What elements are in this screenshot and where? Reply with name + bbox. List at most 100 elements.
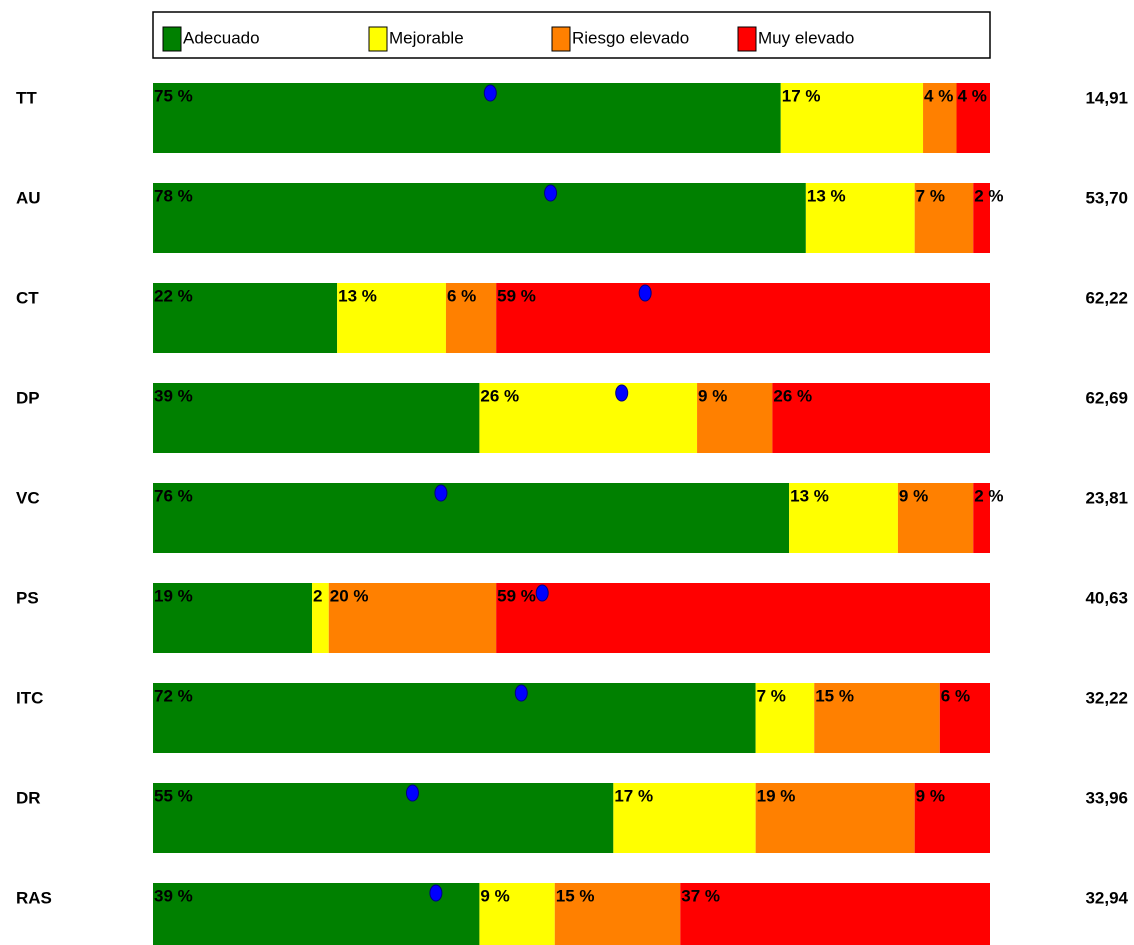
value-label: 2 % [974,186,1003,205]
marker [615,384,629,402]
bar-segment [914,783,990,853]
value-label: 15 % [815,686,854,705]
bar-segment [496,583,990,653]
bar-segment [956,83,990,153]
score-label: 32,22 [1085,688,1128,707]
bar-segment [680,883,990,945]
y-tick-label: ITC [16,688,43,707]
bar-segment [479,383,698,453]
bar-segment [153,483,790,553]
bar-segment [814,683,940,753]
bar-segment [153,883,480,945]
bar-segment [613,783,756,853]
value-label: 22 % [154,286,193,305]
legend-swatch [162,26,182,52]
value-label: 6 % [447,286,476,305]
bar-segment [755,683,815,753]
value-label: 9 % [899,486,928,505]
bar-segment [939,683,990,753]
value-label: 26 % [480,386,519,405]
bar-segment [153,183,806,253]
value-label: 4 % [958,86,987,105]
value-label: 59 % [497,586,536,605]
bar-segment [153,583,313,653]
value-label: 59 % [497,286,536,305]
value-label: 9 % [698,386,727,405]
value-label: 7 % [916,186,945,205]
marker [514,684,528,702]
value-label: 55 % [154,786,193,805]
value-label: 2 [313,586,322,605]
marker [638,284,652,302]
y-tick-label: TT [16,88,37,107]
value-label: 19 % [757,786,796,805]
legend-label: Mejorable [389,28,464,47]
marker [535,584,549,602]
bar-segment [328,583,497,653]
legend-box [152,11,991,59]
y-tick-label: RAS [16,888,52,907]
marker [483,84,497,102]
value-label: 15 % [556,886,595,905]
value-label: 19 % [154,586,193,605]
score-label: 14,91 [1085,88,1128,107]
y-tick-label: PS [16,588,39,607]
legend-swatch [551,26,571,52]
value-label: 72 % [154,686,193,705]
bar-segment [805,183,915,253]
marker [429,884,443,902]
bar-segment [914,183,974,253]
y-tick-label: DR [16,788,41,807]
value-label: 9 % [916,786,945,805]
value-label: 13 % [807,186,846,205]
legend-label: Adecuado [183,28,260,47]
y-tick-label: VC [16,488,40,507]
bar-segment [923,83,957,153]
bar-segment [973,183,990,253]
value-label: 13 % [338,286,377,305]
bar-segment [153,683,756,753]
bar-segment [312,583,329,653]
bar-segment [153,783,614,853]
legend-swatch [737,26,757,52]
bar-segment [973,483,990,553]
bar-segment [153,383,480,453]
y-tick-label: CT [16,288,39,307]
bar-segment [496,283,990,353]
value-label: 39 % [154,886,193,905]
score-label: 40,63 [1085,588,1128,607]
bar-segment [772,383,990,453]
value-label: 20 % [330,586,369,605]
value-label: 76 % [154,486,193,505]
marker [544,184,558,202]
value-label: 6 % [941,686,970,705]
score-label: 32,94 [1085,888,1128,907]
value-label: 7 % [757,686,786,705]
bar-segment [780,83,924,153]
bar-segment [697,383,773,453]
bar-segment [337,283,446,353]
bar-segment [479,883,555,945]
value-label: 9 % [480,886,509,905]
y-tick-label: AU [16,188,41,207]
score-label: 53,70 [1085,188,1128,207]
score-label: 23,81 [1085,488,1128,507]
value-label: 4 % [924,86,953,105]
value-label: 39 % [154,386,193,405]
score-label: 62,69 [1085,388,1128,407]
value-label: 78 % [154,186,193,205]
marker [405,784,419,802]
legend-label: Muy elevado [758,28,854,47]
value-label: 17 % [614,786,653,805]
y-tick-label: DP [16,388,40,407]
score-label: 62,22 [1085,288,1128,307]
legend-swatch [368,26,388,52]
bar-segment [445,283,497,353]
value-label: 26 % [773,386,812,405]
legend-label: Riesgo elevado [572,28,689,47]
marker [434,484,448,502]
bar-segment [153,283,338,353]
value-label: 37 % [681,886,720,905]
bar-segment [897,483,974,553]
